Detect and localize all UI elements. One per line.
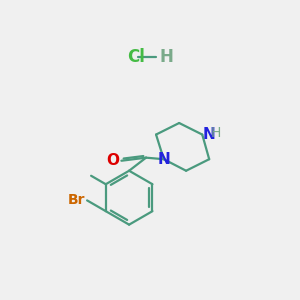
Text: Br: Br	[68, 194, 86, 207]
Text: N: N	[202, 127, 215, 142]
Text: O: O	[106, 153, 119, 168]
Text: Cl: Cl	[127, 48, 145, 66]
Text: H: H	[160, 48, 174, 66]
Text: N: N	[158, 152, 170, 167]
Text: H: H	[211, 126, 221, 140]
